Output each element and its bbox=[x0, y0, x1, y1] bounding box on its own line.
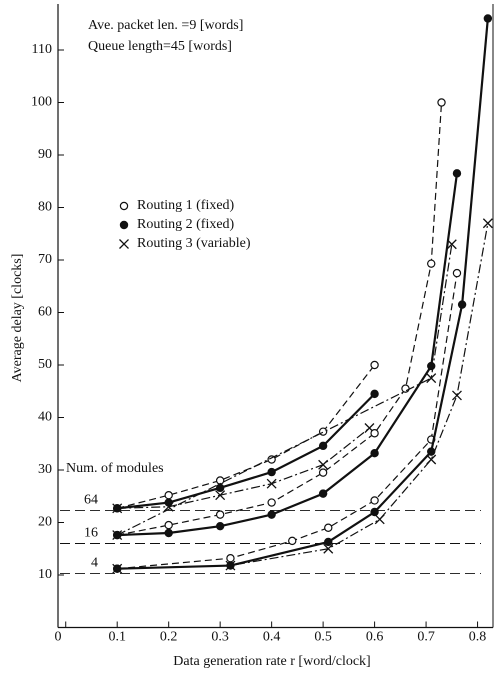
y-tick-label: 40 bbox=[38, 410, 52, 425]
data-point bbox=[267, 455, 276, 464]
data-point bbox=[437, 98, 446, 107]
modules-title: Num. of modules bbox=[66, 461, 164, 476]
legend-marker bbox=[119, 220, 129, 230]
x-tick-label: 0 bbox=[55, 630, 62, 645]
data-point bbox=[323, 543, 334, 554]
y-tick-label: 70 bbox=[38, 252, 52, 267]
data-point bbox=[267, 510, 276, 519]
data-point bbox=[482, 218, 493, 229]
data-point bbox=[452, 268, 462, 278]
data-point bbox=[318, 489, 328, 498]
data-point bbox=[318, 459, 329, 470]
y-axis-label: Average delay [clocks] bbox=[10, 254, 25, 383]
data-point bbox=[457, 300, 467, 309]
legend-label: Routing 1 (fixed) bbox=[137, 198, 235, 213]
module-label: 4 bbox=[91, 556, 98, 571]
data-point bbox=[324, 523, 333, 532]
data-point bbox=[370, 449, 379, 458]
data-point bbox=[225, 560, 236, 571]
x-tick-label: 0.5 bbox=[314, 630, 332, 645]
data-point bbox=[318, 468, 328, 477]
data-point bbox=[426, 373, 437, 384]
data-point bbox=[288, 536, 297, 546]
annotation: Ave. packet len. =9 [words] bbox=[88, 18, 243, 33]
x-axis-label: Data generation rate r [word/clock] bbox=[173, 654, 370, 669]
data-point bbox=[112, 563, 123, 574]
y-tick-label: 110 bbox=[32, 42, 52, 57]
y-tick-label: 60 bbox=[38, 305, 52, 320]
data-point bbox=[112, 530, 123, 541]
data-point bbox=[215, 510, 225, 519]
data-point bbox=[483, 14, 493, 23]
data-point bbox=[267, 467, 276, 477]
y-tick-label: 80 bbox=[38, 200, 52, 215]
legend-label: Routing 3 (variable) bbox=[137, 236, 251, 251]
data-point bbox=[112, 503, 123, 514]
data-point bbox=[164, 528, 173, 538]
data-point bbox=[215, 490, 226, 501]
y-tick-label: 20 bbox=[38, 515, 52, 530]
y-tick-label: 30 bbox=[38, 462, 52, 477]
x-tick-label: 0.3 bbox=[211, 630, 229, 645]
y-tick-label: 100 bbox=[31, 95, 52, 110]
data-point bbox=[452, 390, 462, 401]
x-tick-label: 0.6 bbox=[366, 630, 384, 645]
data-point bbox=[318, 427, 328, 436]
series-line bbox=[117, 173, 459, 537]
data-point bbox=[370, 389, 379, 399]
data-point bbox=[370, 507, 379, 517]
x-tick-label: 0.8 bbox=[469, 630, 487, 645]
data-point bbox=[370, 496, 379, 505]
series-line bbox=[117, 393, 376, 510]
x-tick-label: 0.2 bbox=[160, 630, 178, 645]
data-point bbox=[226, 554, 235, 563]
data-point bbox=[427, 259, 436, 268]
data-point bbox=[426, 454, 437, 465]
data-point bbox=[446, 239, 457, 250]
data-point bbox=[163, 501, 174, 512]
legend-marker bbox=[119, 239, 129, 249]
data-point bbox=[318, 441, 328, 451]
y-tick-label: 90 bbox=[38, 147, 52, 162]
data-point bbox=[215, 521, 225, 531]
series-line bbox=[117, 427, 370, 509]
legend-marker bbox=[119, 201, 129, 211]
annotation: Queue length=45 [words] bbox=[88, 39, 232, 54]
data-point bbox=[374, 514, 385, 525]
data-point bbox=[401, 384, 410, 393]
y-tick-label: 50 bbox=[38, 357, 52, 372]
data-point bbox=[215, 483, 225, 493]
data-point bbox=[370, 429, 379, 438]
series-line bbox=[117, 364, 376, 509]
data-point bbox=[266, 478, 277, 489]
legend-label: Routing 2 (fixed) bbox=[137, 217, 235, 232]
data-point bbox=[164, 520, 173, 530]
data-point bbox=[370, 360, 379, 370]
module-label: 16 bbox=[84, 526, 98, 541]
data-point bbox=[267, 498, 276, 507]
x-tick-label: 0.1 bbox=[108, 630, 126, 645]
series-line bbox=[117, 102, 443, 536]
x-tick-label: 0.4 bbox=[263, 630, 281, 645]
y-tick-label: 10 bbox=[38, 567, 52, 582]
module-label: 64 bbox=[84, 493, 98, 508]
data-point bbox=[324, 537, 333, 547]
data-point bbox=[164, 491, 173, 500]
x-tick-label: 0.7 bbox=[417, 630, 435, 645]
data-point bbox=[452, 169, 462, 178]
